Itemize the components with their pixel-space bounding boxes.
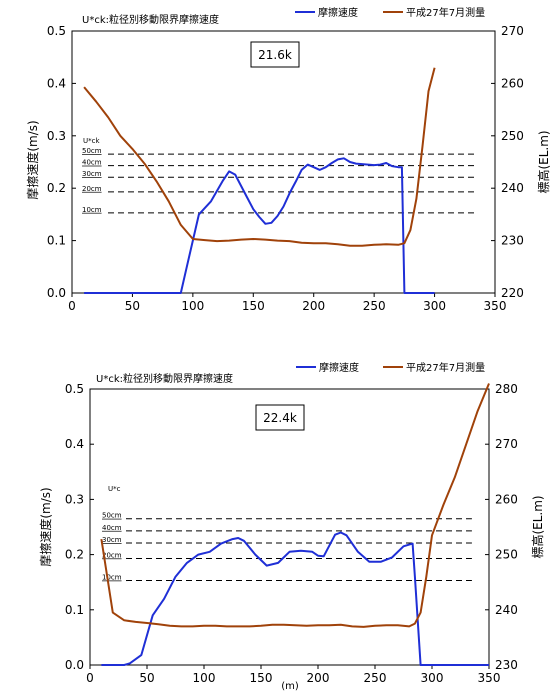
panel2-right-axis-title: 標高(EL.m) — [530, 495, 545, 558]
panel2-left-y-tick-label: 0.0 — [65, 658, 84, 672]
panel1-threshold-label: 10cm — [82, 206, 102, 214]
panel1-left-y-tick-label: 0.1 — [47, 234, 66, 248]
panel2-threshold-label: 30cm — [102, 536, 122, 544]
panel1-threshold-label: 20cm — [82, 185, 102, 193]
panel1-x-tick-label: 200 — [302, 299, 325, 313]
panel1-threshold-header: U*ck — [83, 137, 100, 145]
panel1-right-axis-title: 標高(EL.m) — [536, 130, 551, 193]
panel1-x-tick-label: 50 — [125, 299, 140, 313]
panel1-right-y-tick-label: 220 — [501, 286, 524, 300]
panel1-x-tick-label: 250 — [363, 299, 386, 313]
panel2-right-y-tick-label: 230 — [495, 658, 518, 672]
panel2-left-y-tick-label: 0.1 — [65, 603, 84, 617]
panel1-threshold-label: 30cm — [82, 170, 102, 178]
panel2-survey-elevation-line — [100, 383, 490, 628]
panel2-x-tick-label: 300 — [421, 671, 444, 685]
panel2-legend-survey-label: 平成27年7月測量 — [406, 361, 485, 374]
panel2-station-label: 22.4k — [263, 411, 297, 425]
panel2-right-y-tick-label: 240 — [495, 603, 518, 617]
panel2-x-axis-title: (m) — [281, 681, 299, 692]
panel1-threshold-lines: 50cm 40cm 30cm 20cm 10cm — [82, 147, 477, 214]
panel2-x-tick-label: 350 — [478, 671, 501, 685]
panel2-left-y-tick-label: 0.5 — [65, 382, 84, 396]
panel2-threshold-lines: 50cm 40cm 30cm 20cm 10cm — [102, 512, 472, 582]
panel2-x-tick-label: 0 — [86, 671, 94, 685]
panel1-survey-elevation-line — [83, 67, 436, 247]
panel2-threshold-label: 10cm — [102, 574, 122, 582]
panel2-left-y-tick-label: 0.2 — [65, 548, 84, 562]
panel2-friction-velocity-line — [101, 531, 489, 666]
panel2-right-y-tick-label: 260 — [495, 492, 518, 506]
panel1-x-tick-label: 0 — [68, 299, 76, 313]
panel1-x-tick-label: 100 — [181, 299, 204, 313]
panel1-left-axis-title: 摩擦速度(m/s) — [25, 120, 40, 199]
panel1-left-y-tick-label: 0.4 — [47, 76, 66, 90]
panel2-right-y-tick-label: 270 — [495, 437, 518, 451]
panel1-legend-friction-label: 摩擦速度 — [318, 6, 358, 19]
panel2-station-box — [255, 404, 305, 431]
panel2-x-tick-label: 50 — [139, 671, 154, 685]
panel-22-4k: 摩擦速度 平成27年7月測量 U*ck:粒径別移動限界摩擦速度 22.4k 摩擦… — [38, 361, 545, 692]
panel1-x-tick-label: 350 — [484, 299, 507, 313]
panel1-threshold-label: 40cm — [82, 159, 102, 167]
panel1-right-y-tick-label: 270 — [501, 24, 524, 38]
panel2-left-y-tick-label: 0.3 — [65, 492, 84, 506]
panel2-right-y-tick-label: 250 — [495, 548, 518, 562]
panel1-x-ticks: 0 50 100 150 200 250 300 350 — [68, 293, 506, 313]
panel2-series — [100, 383, 490, 666]
panel2-left-y-ticks: 0.0 0.1 0.2 0.3 0.4 0.5 — [65, 382, 94, 672]
panel2-x-tick-label: 200 — [307, 671, 330, 685]
panel2-left-y-tick-label: 0.4 — [65, 437, 84, 451]
panel2-left-axis-title: 摩擦速度(m/s) — [38, 487, 53, 566]
panel1-right-y-tick-label: 250 — [501, 129, 524, 143]
panel1-station-box — [250, 41, 300, 68]
panel1-series — [83, 67, 436, 294]
panel2-right-y-ticks: 230 240 250 260 270 280 — [485, 382, 518, 672]
panel1-left-y-ticks: 0.0 0.1 0.2 0.3 0.4 0.5 — [47, 24, 76, 300]
panel1-friction-velocity-line — [84, 157, 435, 294]
panel1-x-tick-label: 150 — [242, 299, 265, 313]
panel2-x-tick-label: 250 — [364, 671, 387, 685]
panel1-left-y-tick-label: 0.5 — [47, 24, 66, 38]
panel2-uck-title: U*ck:粒径別移動限界摩擦速度 — [96, 372, 233, 385]
panel1-legend-survey-label: 平成27年7月測量 — [406, 6, 485, 19]
panel1-right-y-tick-label: 260 — [501, 76, 524, 90]
panel1-left-y-tick-label: 0.0 — [47, 286, 66, 300]
panel1-plot-area — [71, 30, 496, 294]
panel1-left-y-tick-label: 0.3 — [47, 129, 66, 143]
panel2-threshold-label: 40cm — [102, 524, 122, 532]
panel2-plot-area — [89, 388, 490, 666]
panel1-right-y-tick-label: 240 — [501, 181, 524, 195]
panel2-x-ticks: 0 50 100 150 200 250 300 350 — [86, 665, 500, 685]
panel2-threshold-header: U*c — [108, 485, 121, 493]
panel1-station-label: 21.6k — [258, 48, 292, 62]
panel-21-6k: 摩擦速度 平成27年7月測量 U*ck:粒径別移動限界摩擦速度 21.6k 摩擦… — [25, 6, 551, 313]
panel1-uck-title: U*ck:粒径別移動限界摩擦速度 — [82, 13, 219, 26]
panel1-x-tick-label: 300 — [423, 299, 446, 313]
panel1-right-y-tick-label: 230 — [501, 234, 524, 248]
panel2-x-tick-label: 100 — [193, 671, 216, 685]
panel2-right-y-tick-label: 280 — [495, 382, 518, 396]
panel2-threshold-label: 50cm — [102, 512, 122, 520]
panel2-x-tick-label: 150 — [250, 671, 273, 685]
panel1-left-y-tick-label: 0.2 — [47, 181, 66, 195]
panel1-right-y-ticks: 220 230 240 250 260 270 — [491, 24, 524, 300]
panel1-threshold-label: 50cm — [82, 147, 102, 155]
panel2-legend-friction-label: 摩擦速度 — [319, 361, 359, 374]
panel2-threshold-label: 20cm — [102, 551, 122, 559]
